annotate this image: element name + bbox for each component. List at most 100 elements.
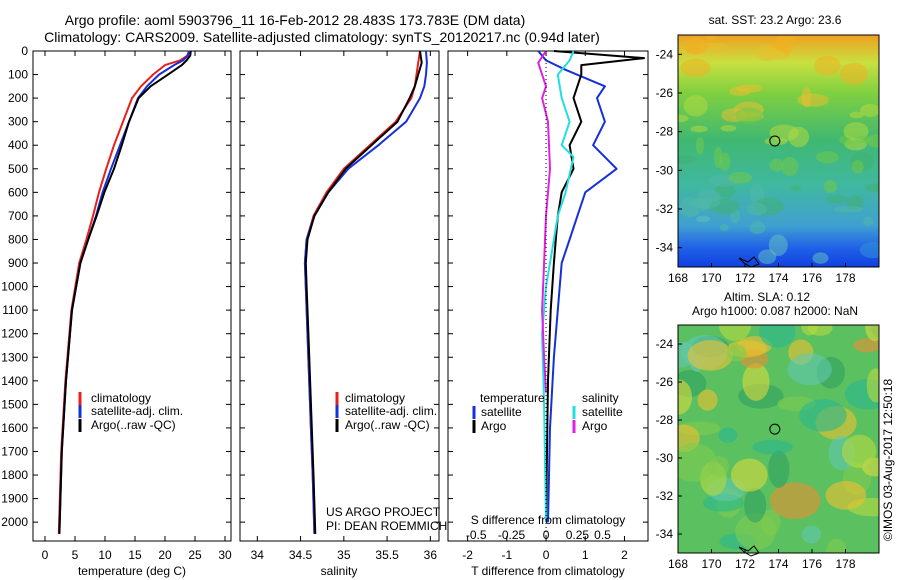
legend-title-temperature: temperature bbox=[480, 391, 545, 405]
legend-label-satellite: satellite-adj. clim. bbox=[345, 404, 437, 418]
sla-map-title: Altim. SLA: 0.12 bbox=[724, 290, 810, 304]
sst-texture-patch bbox=[839, 62, 868, 85]
depth-tick-label: 1300 bbox=[1, 350, 28, 364]
argo-float-marker bbox=[769, 423, 781, 435]
legend-label-argo: Argo(..raw -QC) bbox=[91, 418, 176, 432]
sst-texture-patch bbox=[728, 171, 752, 184]
sla-map-subtitle: Argo h1000: 0.087 h2000: NaN bbox=[692, 304, 858, 318]
sst-texture-patch bbox=[690, 125, 708, 133]
sla-texture-patch bbox=[697, 389, 718, 411]
legend-label-salinity-argo: Argo bbox=[582, 419, 608, 433]
temperature-plot-frame bbox=[32, 50, 232, 542]
depth-tick-label: 200 bbox=[8, 91, 28, 105]
depth-axis: 0 100 200 300 400 500 600 700 800 900 1000 1100 1200… bbox=[1, 44, 648, 529]
salinity-legend: climatology satellite-adj. clim. Argo(..… bbox=[335, 391, 437, 432]
imos-credit: ©IMOS 03-Aug-2017 12:50:18 bbox=[881, 379, 895, 542]
sla-texture-patch bbox=[687, 340, 733, 371]
series-line-temperature-satellite bbox=[537, 50, 618, 523]
map-x-tick-label: 170 bbox=[701, 271, 721, 285]
depth-tick-label: 1400 bbox=[1, 374, 28, 388]
x-tick-label: 5 bbox=[72, 548, 79, 562]
x-tick-label: 20 bbox=[158, 548, 172, 562]
x-tick-label: 34 bbox=[251, 548, 265, 562]
sst-texture-patch bbox=[719, 224, 729, 232]
map-y-tick-label: -24 bbox=[656, 47, 674, 61]
map-x-tick-label: 176 bbox=[802, 557, 822, 571]
sst-texture-patch bbox=[680, 58, 711, 77]
depth-tick-label: 1000 bbox=[1, 280, 28, 294]
sla-texture-patch bbox=[799, 399, 847, 432]
legend-label-satellite: satellite-adj. clim. bbox=[91, 404, 183, 418]
depth-tick-label: 700 bbox=[8, 209, 28, 223]
map-y-tick-label: -28 bbox=[656, 413, 674, 427]
series-line-satellite-adj-clim bbox=[58, 50, 190, 534]
legend-label-climatology: climatology bbox=[345, 391, 405, 405]
map-y-tick-label: -30 bbox=[656, 163, 674, 177]
depth-tick-label: 1900 bbox=[1, 492, 28, 506]
sst-texture-patch bbox=[781, 156, 799, 177]
sst-texture-patch bbox=[678, 114, 689, 123]
sla-texture-patch bbox=[678, 443, 717, 482]
sla-texture-patch bbox=[726, 344, 748, 362]
depth-tick-label: 1800 bbox=[1, 468, 28, 482]
x-tick-label: 35 bbox=[337, 548, 351, 562]
map-x-tick-label: 168 bbox=[668, 271, 688, 285]
depth-tick-label: 600 bbox=[8, 185, 28, 199]
sla-texture-patch bbox=[801, 325, 818, 336]
sst-texture-patch bbox=[768, 234, 788, 257]
depth-tick-label: 0 bbox=[21, 44, 28, 58]
sla-texture-patch bbox=[865, 325, 879, 342]
sst-texture-patch bbox=[801, 87, 812, 108]
map-y-tick-label: -24 bbox=[656, 337, 674, 351]
x-tick-label: 15 bbox=[128, 548, 142, 562]
depth-tick-label: 400 bbox=[8, 138, 28, 152]
x-tick-label: 35.5 bbox=[375, 548, 399, 562]
map-x-tick-label: 174 bbox=[768, 271, 788, 285]
map-x-tick-label: 178 bbox=[835, 557, 855, 571]
sst-map-title: sat. SST: 23.2 Argo: 23.6 bbox=[709, 13, 842, 27]
sst-texture-patch bbox=[846, 195, 864, 210]
secondary-tick-label: -0.25 bbox=[498, 528, 526, 542]
sst-map-axes: 168 170 172 174 176 178 -24 -26 -28 -30 -32 -34 bbox=[656, 47, 856, 285]
map-y-tick-label: -32 bbox=[656, 202, 674, 216]
sst-texture-patch bbox=[734, 107, 763, 124]
map-y-tick-label: -32 bbox=[656, 489, 674, 503]
difference-plot-frame bbox=[447, 50, 649, 542]
secondary-tick-label: -0.5 bbox=[466, 528, 487, 542]
sst-texture-patch bbox=[706, 35, 717, 42]
x-tick-label: 25 bbox=[188, 548, 202, 562]
map-y-tick-label: -26 bbox=[656, 375, 674, 389]
sst-texture-patch bbox=[746, 202, 767, 216]
difference-plot: -2 -1 0 1 2 -0.5 -0.25 0 0.25 0.5 bbox=[462, 50, 646, 562]
depth-tick-label: 1600 bbox=[1, 421, 28, 435]
depth-tick-label: 1200 bbox=[1, 327, 28, 341]
argo-float-marker bbox=[769, 135, 781, 147]
depth-tick-label: 2000 bbox=[1, 515, 28, 529]
sst-texture-patch bbox=[833, 206, 864, 213]
sst-texture-patch bbox=[863, 216, 874, 226]
difference-legend: temperature salinity satellite Argo sate… bbox=[472, 391, 623, 433]
depth-tick-label: 500 bbox=[8, 162, 28, 176]
sla-texture-patch bbox=[787, 353, 832, 386]
sla-texture-patch bbox=[718, 325, 752, 342]
x-tick-label: 0 bbox=[543, 548, 550, 562]
sla-texture-patch bbox=[768, 450, 790, 488]
legend-label-salinity-satellite: satellite bbox=[582, 405, 623, 419]
sst-texture-patch bbox=[764, 137, 788, 146]
depth-tick-label: 900 bbox=[8, 256, 28, 270]
sst-texture-patch bbox=[860, 103, 879, 117]
sla-texture-patch bbox=[769, 482, 821, 520]
sst-texture-patch bbox=[695, 215, 711, 223]
series-line-climatology bbox=[57, 50, 190, 534]
sla-texture-patch bbox=[730, 458, 768, 492]
legend-label-temperature-satellite: satellite bbox=[481, 405, 522, 419]
s-difference-axis-label: S difference from climatology bbox=[471, 513, 626, 527]
project-annotation: US ARGO PROJECT bbox=[326, 505, 441, 519]
depth-tick-label: 800 bbox=[8, 232, 28, 246]
sla-texture-patch bbox=[866, 368, 879, 403]
depth-tick-label: 300 bbox=[8, 115, 28, 129]
sst-texture-patch bbox=[695, 136, 705, 155]
sst-texture-patch bbox=[713, 146, 723, 169]
temperature-axis-label: temperature (deg C) bbox=[78, 564, 186, 578]
x-tick-label: 10 bbox=[98, 548, 112, 562]
